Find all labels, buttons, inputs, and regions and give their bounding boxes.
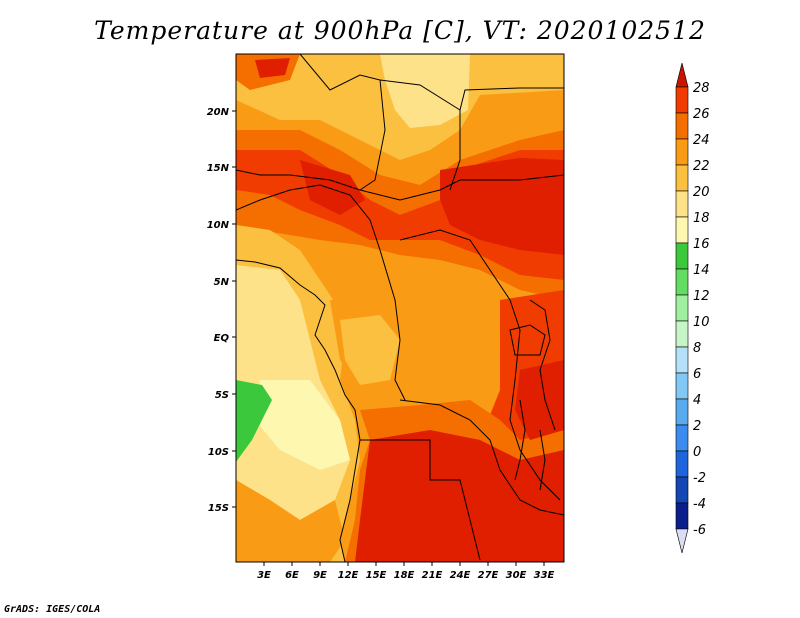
- lon-tick-label: 33E: [534, 570, 555, 581]
- border-sudan-west: [449, 110, 461, 191]
- contour-28-nigeria: [300, 160, 365, 215]
- colorbar-swatch: [675, 450, 689, 478]
- contour-28-sudan: [440, 158, 564, 255]
- colorbar-label: 0: [693, 445, 701, 460]
- lat-tick-label: EQ: [214, 333, 230, 344]
- colorbar-label: 10: [693, 315, 710, 330]
- lon-tick-label: 6E: [285, 570, 299, 581]
- colorbar-swatch: [675, 372, 689, 400]
- colorbar-label: 14: [693, 263, 710, 278]
- contour-20-north: [380, 54, 470, 128]
- colorbar-label: 20: [693, 185, 710, 200]
- colorbar-swatch: [675, 424, 689, 452]
- colorbar-swatch: [675, 346, 689, 374]
- lake-tanganyika: [514, 399, 526, 481]
- colorbar-bottom-arrow: [675, 528, 689, 554]
- border-libya-egypt: [379, 79, 564, 111]
- colorbar-label: 22: [693, 159, 710, 174]
- lat-tick-label: 20N: [207, 107, 230, 118]
- colorbar-swatch: [675, 268, 689, 296]
- map-frame: [235, 53, 565, 563]
- colorbar-swatch: [675, 138, 689, 166]
- colorbar-swatch: [675, 476, 689, 504]
- contour-16-ocean: [255, 380, 350, 470]
- colorbar-label: 12: [693, 289, 710, 304]
- contour-14-ocean: [236, 380, 272, 462]
- lake-malawi: [539, 429, 546, 491]
- lat-tick-label: 15N: [207, 163, 230, 174]
- lat-tick-label: 5N: [214, 277, 230, 288]
- colorbar-swatch: [675, 164, 689, 192]
- colorbar-label: 8: [693, 341, 701, 356]
- colorbar-swatch: [675, 216, 689, 244]
- colorbar-label: 2: [693, 419, 701, 434]
- lat-tick-label: 15S: [208, 503, 229, 514]
- contour-22-sw-ocean: [236, 480, 345, 562]
- colorbar-label: -6: [693, 523, 706, 538]
- lake-victoria: [509, 324, 546, 356]
- colorbar-label: 16: [693, 237, 710, 252]
- colorbar-label: 26: [693, 107, 710, 122]
- border-angola-zambia: [399, 399, 564, 516]
- colorbar-swatch: [675, 502, 689, 530]
- colorbar-label: 28: [693, 81, 710, 96]
- lat-axis: 20N 15N 10N 5N EQ 5S 10S 15S: [207, 107, 236, 514]
- lon-tick-label: 21E: [422, 570, 443, 581]
- lon-tick-label: 24E: [450, 570, 471, 581]
- colorbar-label: -2: [693, 471, 706, 486]
- footer-credit: GrADS: IGES/COLA: [4, 604, 101, 615]
- map-title: Temperature at 900hPa [C], VT: 202010251…: [94, 16, 706, 45]
- colorbar-swatch: [675, 112, 689, 140]
- colorbar-swatch: [675, 242, 689, 270]
- colorbar-swatch: [675, 320, 689, 348]
- colorbar-label: 24: [693, 133, 710, 148]
- contour-20-gabon: [340, 315, 400, 385]
- colorbar-swatch: [675, 294, 689, 322]
- lon-axis: 3E 6E 9E 12E 15E 18E 21E 24E 27E 30E 33E: [257, 562, 555, 581]
- lon-tick-label: 15E: [366, 570, 387, 581]
- country-borders: [236, 54, 564, 562]
- lon-tick-label: 30E: [506, 570, 527, 581]
- border-west-central: [236, 184, 406, 401]
- lon-tick-label: 9E: [313, 570, 327, 581]
- colorbar-label: 6: [693, 367, 701, 382]
- contour-28-south: [355, 430, 564, 562]
- lon-tick-label: 3E: [257, 570, 271, 581]
- colorbar-label: -4: [693, 497, 706, 512]
- lat-tick-label: 5S: [215, 390, 229, 401]
- border-angola-namibia: [360, 439, 481, 561]
- lon-tick-label: 18E: [394, 570, 415, 581]
- border-sahel: [236, 169, 564, 201]
- colorbar-swatch: [675, 190, 689, 218]
- colorbar-top-arrow: [675, 62, 689, 88]
- colorbar-label: 4: [693, 393, 701, 408]
- contour-26-nw: [255, 58, 290, 78]
- lat-tick-label: 10N: [207, 220, 230, 231]
- lat-tick-label: 10S: [208, 447, 229, 458]
- colorbar-swatch: [675, 86, 689, 114]
- colorbar-label: 18: [693, 211, 710, 226]
- lon-tick-label: 27E: [478, 570, 499, 581]
- border-kenya-tanzania: [529, 299, 556, 431]
- colorbar-swatch: [675, 398, 689, 426]
- border-east: [399, 229, 561, 501]
- temperature-map: [236, 54, 564, 562]
- west-coastline: [236, 259, 361, 562]
- lon-tick-label: 12E: [338, 570, 359, 581]
